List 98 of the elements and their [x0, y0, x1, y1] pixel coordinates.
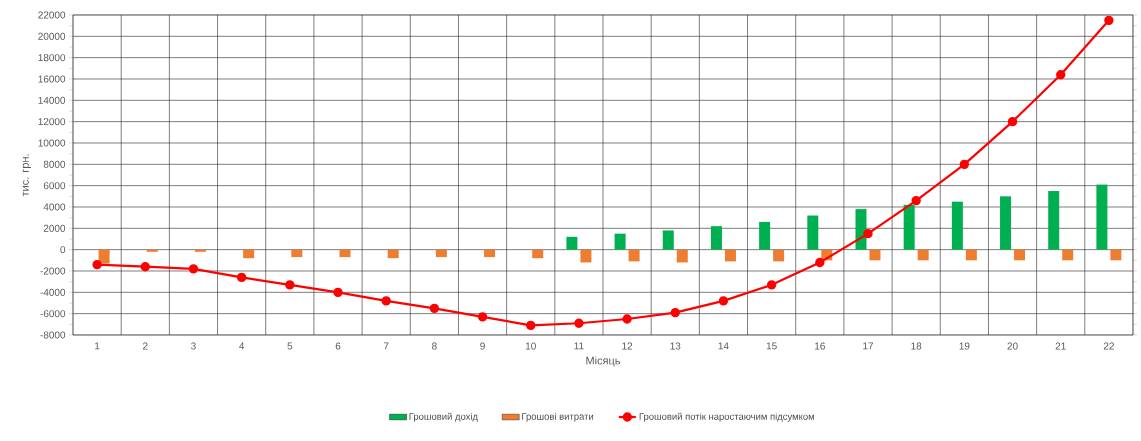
point [236, 272, 247, 283]
y-tick-label: 20000 [38, 32, 66, 40]
bar [387, 249, 399, 259]
bar [98, 249, 110, 264]
point [526, 320, 536, 331]
x-tick-label: 7 [383, 342, 389, 350]
point [477, 312, 488, 322]
legend-label: Грошовий потік наростаючим підсумком [639, 412, 814, 422]
point [574, 318, 584, 328]
x-tick-label: 8 [432, 342, 437, 350]
point [911, 195, 921, 206]
bar [1048, 190, 1060, 250]
bar [1110, 249, 1122, 261]
point [670, 307, 680, 318]
bar [243, 249, 255, 259]
bar [676, 249, 688, 263]
bar [580, 249, 592, 263]
bar [1000, 196, 1012, 250]
x-tick-label: 20 [1007, 342, 1018, 350]
bar [1096, 184, 1108, 250]
bar [724, 249, 736, 262]
bar [339, 249, 351, 258]
bar [903, 204, 915, 250]
y-axis-title: тис. грн. [22, 154, 31, 197]
point [381, 296, 391, 306]
point [140, 262, 150, 272]
x-tick-label: 1 [95, 342, 100, 350]
x-tick-label: 15 [766, 342, 777, 350]
bar [628, 249, 640, 262]
x-tick-label: 4 [239, 342, 245, 350]
x-tick-label: 17 [863, 342, 874, 350]
x-tick-label: 12 [622, 342, 633, 350]
bar [773, 249, 785, 262]
point [718, 296, 729, 306]
y-tick-label: 6000 [43, 182, 66, 190]
y-tick-label: -2000 [40, 267, 66, 275]
point [188, 264, 199, 274]
bar [614, 233, 626, 250]
bar [759, 221, 771, 250]
x-tick-label: 10 [525, 342, 536, 350]
point [959, 159, 970, 169]
bar [532, 249, 544, 259]
bar [855, 209, 867, 250]
x-tick-label: 2 [143, 342, 148, 350]
bar [435, 249, 447, 258]
x-tick-label: 14 [718, 342, 729, 350]
legend-label: Грошові витрати [522, 412, 594, 422]
x-tick-label: 22 [1103, 342, 1114, 350]
y-tick-label: 2000 [43, 224, 66, 232]
y-tick-label: 4000 [43, 203, 66, 211]
bar [869, 249, 881, 261]
x-tick-label: 11 [574, 342, 584, 350]
x-tick-label: 5 [287, 342, 293, 350]
y-tick-label: 12000 [38, 118, 66, 126]
bar [917, 249, 929, 261]
x-axis-title: Місяць [586, 356, 621, 367]
point [1104, 15, 1114, 26]
bar [662, 230, 674, 250]
x-tick-label: 6 [335, 342, 341, 350]
bar [146, 249, 158, 252]
bar [710, 226, 722, 250]
y-tick-label: 22000 [38, 11, 66, 19]
bar [1062, 249, 1074, 261]
x-tick-label: 9 [480, 342, 485, 350]
x-tick-label: 3 [191, 342, 196, 350]
x-tick-label: 13 [670, 342, 681, 350]
point [1056, 70, 1066, 80]
y-tick-label: 10000 [38, 139, 66, 147]
y-tick-label: -6000 [40, 310, 66, 318]
x-tick-label: 16 [815, 342, 825, 350]
legend-label: Грошовий дохід [409, 412, 478, 422]
bar [484, 249, 496, 258]
y-tick-label: 14000 [38, 96, 66, 104]
x-tick-label: 19 [959, 342, 970, 350]
bar [965, 249, 977, 261]
point [863, 228, 873, 239]
bar [951, 201, 963, 250]
point [622, 314, 632, 324]
bar [807, 215, 819, 250]
x-tick-label: 21 [1055, 342, 1066, 350]
point [815, 257, 825, 268]
point [285, 280, 295, 290]
point [1007, 116, 1018, 127]
bar [194, 249, 206, 252]
y-tick-label: 0 [60, 246, 66, 254]
y-tick-label: 16000 [38, 75, 66, 83]
point [766, 280, 777, 290]
y-tick-label: -4000 [40, 288, 66, 296]
point [333, 287, 343, 298]
x-tick-label: 18 [911, 342, 922, 350]
y-tick-label: 8000 [43, 160, 66, 168]
bar [566, 236, 578, 250]
y-tick-label: 18000 [38, 54, 66, 62]
bar [1014, 249, 1026, 261]
point [429, 303, 440, 314]
point [92, 259, 102, 270]
bar [291, 249, 303, 258]
y-tick-label: -8000 [40, 331, 66, 339]
